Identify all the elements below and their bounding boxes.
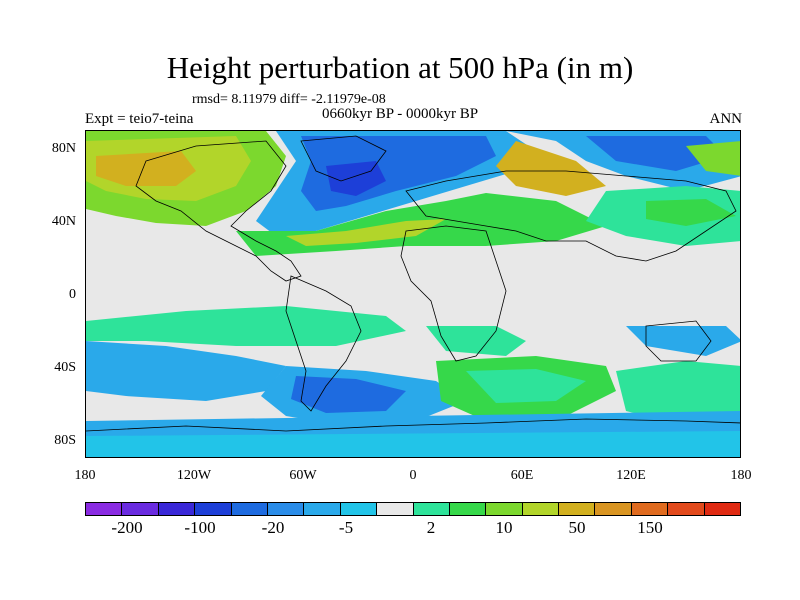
asia-positive-core [646,199,736,226]
colorbar-label: 10 [495,518,513,537]
experiment-label: Expt = teio7-teina [85,111,194,127]
x-tick-label: 120W [176,468,212,483]
colorbar-swatch [595,503,632,515]
colorbar-swatch [704,503,741,515]
south-africa-positive [426,326,526,356]
colorbar-label: -200 [111,518,143,537]
y-tick-label: 80S [54,433,76,448]
colorbar-swatch [522,503,560,515]
colorbar-label: 50 [568,518,586,537]
australia-negative [626,326,740,356]
eurasia-positive-max [496,141,606,196]
pacific-positive-max [96,151,196,186]
colorbar-label: -100 [184,518,216,537]
colorbar [85,502,741,516]
height-perturbation-field [86,131,740,457]
africa-outline [400,225,507,362]
colorbar-swatch [231,503,268,515]
colorbar-label: 150 [637,518,663,537]
south-indian-positive-inner [466,369,586,403]
south-america-outline [285,275,362,412]
colorbar-swatch [267,503,305,515]
colorbar-swatch [158,503,196,515]
atlantic-negative-max [326,161,386,196]
colorbar-swatch [631,503,669,515]
north-america-outline [135,140,302,282]
greenland-outline [300,135,387,182]
x-tick-label: 180 [730,468,752,483]
season-label: ANN [709,111,743,127]
y-tick-label: 0 [69,287,76,302]
australia-outline [645,320,712,362]
antarctica-outline [86,418,740,432]
south-pacific-positive [616,361,740,426]
colorbar-swatch [668,503,705,515]
midlat-positive-core [286,219,446,246]
colorbar-swatch [559,503,596,515]
colorbar-swatch [86,503,123,515]
colorbar-swatch [304,503,341,515]
colorbar-swatch [195,503,232,515]
x-tick-label: 0 [409,468,417,483]
colorbar-label: 2 [426,518,436,537]
colorbar-swatch [340,503,378,515]
y-tick-label: 40N [51,214,76,229]
colorbar-swatch [449,503,487,515]
x-tick-label: 180 [74,468,96,483]
south-atlantic-positive-band [86,306,406,346]
antarctic-negative-edge [86,431,740,457]
colorbar-swatch [413,503,450,515]
eurasia-outline [405,170,737,262]
y-tick-label: 80N [51,141,76,156]
arctic-negative-core [586,136,726,171]
map-title: Height perturbation at 500 hPa (in m) [166,50,634,85]
coastlines [86,135,740,432]
south-atlantic-negative-core [291,376,406,413]
nw-pacific-positive [686,141,740,176]
colorbar-label: -20 [261,518,285,537]
colorbar-label: -5 [338,518,354,537]
x-tick-label: 120E [616,468,646,483]
x-tick-label: 60W [289,468,317,483]
y-tick-label: 40S [54,360,76,375]
x-tick-label: 60E [510,468,534,483]
map-panel [85,130,741,458]
colorbar-swatch [486,503,523,515]
rmsd-subtitle: rmsd= 8.11979 diff= -2.11979e-08 [192,92,386,107]
period-label: 0660kyr BP - 0000kyr BP [322,106,479,122]
colorbar-swatch [377,503,414,515]
colorbar-swatch [122,503,159,515]
se-pacific-negative [86,341,286,401]
